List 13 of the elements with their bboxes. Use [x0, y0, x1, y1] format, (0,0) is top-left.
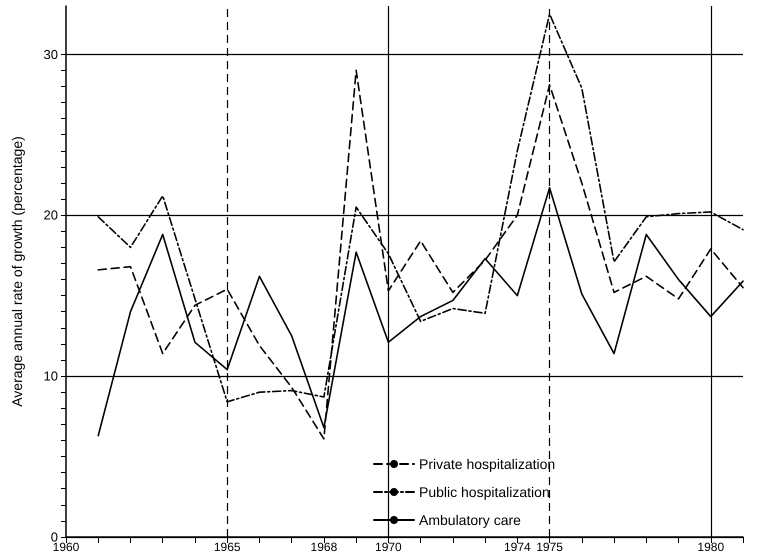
x-tick-label: 1975 [536, 540, 564, 554]
legend-label: Ambulatory care [419, 512, 522, 528]
x-tick-label: 1965 [214, 540, 241, 554]
y-axis-title: Average annual rate of growth (percentage) [9, 136, 25, 407]
x-tick-label: 1974 [504, 540, 532, 554]
legend-label: Public hospitalization [419, 484, 550, 500]
y-tick-label: 20 [44, 208, 58, 223]
y-tick-label: 10 [44, 368, 58, 384]
x-tick-label: 1968 [310, 540, 338, 554]
x-tick-label: 1980 [697, 540, 724, 554]
legend-label: Private hospitalization [419, 456, 556, 472]
y-tick-label: 30 [44, 46, 58, 62]
x-tick-label: 1970 [375, 540, 402, 554]
